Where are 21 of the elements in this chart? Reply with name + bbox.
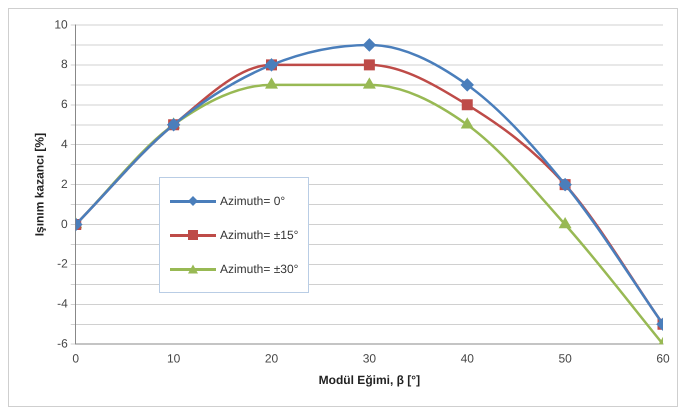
y-tick-label: 2 [61, 176, 68, 191]
y-tick-label: 0 [61, 216, 68, 231]
x-tick-label: 50 [558, 352, 572, 366]
y-tick-label: -2 [57, 256, 68, 271]
y-tick-label: -6 [57, 336, 68, 351]
y-tick-label: 10 [54, 17, 68, 32]
y-tick-label: 6 [61, 97, 68, 112]
x-tick-label: 20 [264, 352, 278, 366]
legend-label: Azimuth= 0° [220, 194, 286, 208]
y-axis-title: Işınım kazancı [%] [32, 132, 47, 236]
x-tick-label: 0 [72, 352, 80, 366]
y-tick-label: 8 [61, 57, 68, 72]
x-tick-label: 10 [166, 352, 181, 366]
legend-label: Azimuth= ±30° [220, 262, 298, 276]
y-tick-label: 4 [61, 137, 68, 152]
x-tick-label: 60 [656, 352, 670, 366]
y-tick-label: -4 [57, 296, 68, 311]
x-tick-label: 40 [460, 352, 474, 366]
legend-label: Azimuth= ±15° [220, 228, 298, 242]
x-tick-label: 30 [362, 352, 376, 366]
x-axis-title: Modül Eğimi, β [°] [318, 373, 420, 388]
